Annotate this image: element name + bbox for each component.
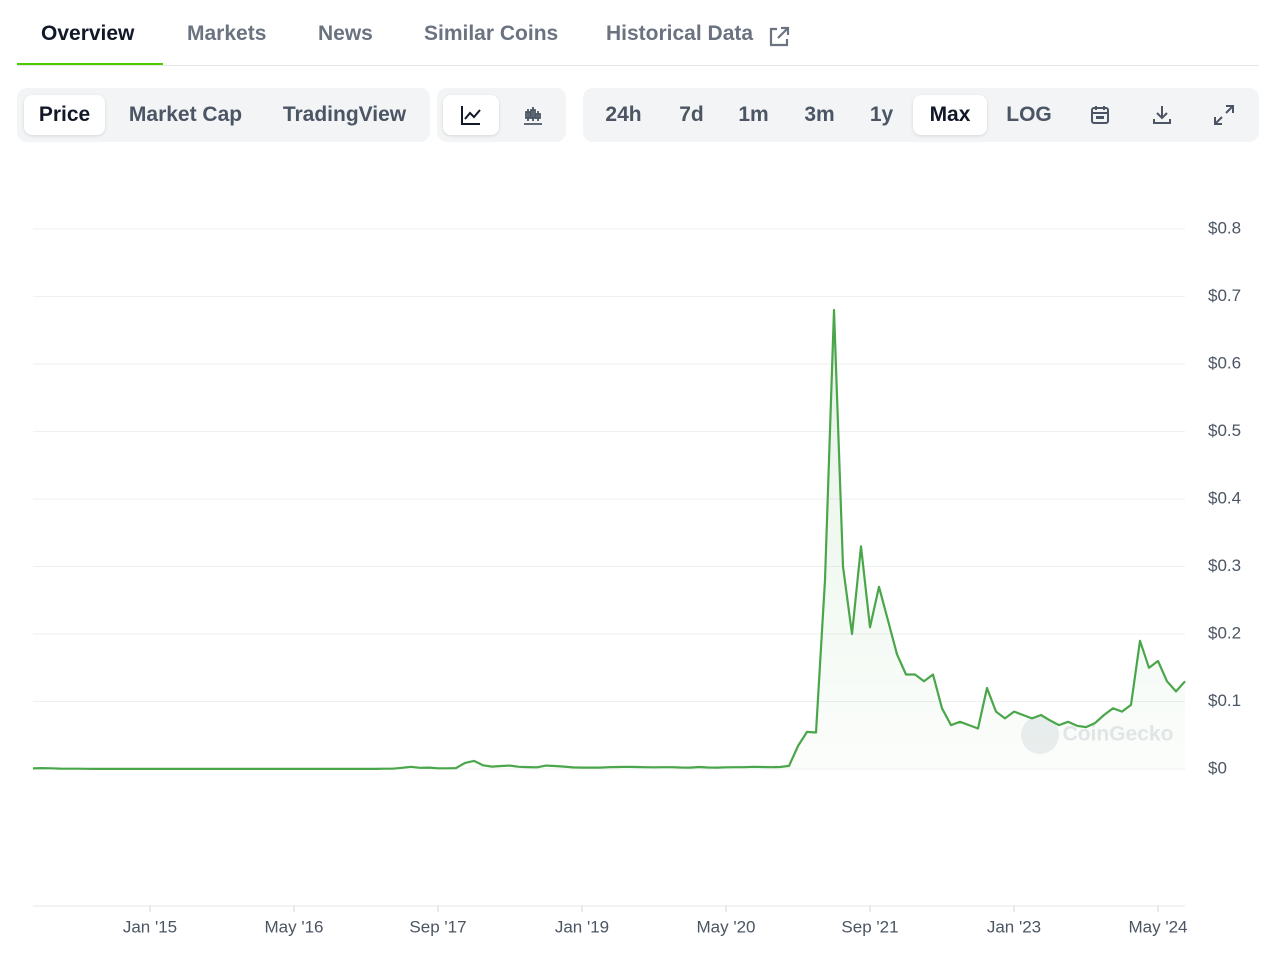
x-tick-label: Jan '15 [123, 917, 177, 936]
range-button[interactable]: 3m [804, 103, 835, 126]
view-button[interactable]: TradingView [282, 103, 407, 126]
view-button[interactable]: Market Cap [128, 103, 243, 126]
candle-icon [524, 107, 542, 125]
y-tick-label: $0.5 [1208, 421, 1241, 440]
x-tick-label: May '20 [697, 917, 756, 936]
line-icon [461, 106, 481, 125]
tab[interactable]: Overview [41, 22, 135, 45]
y-tick-label: $0 [1208, 758, 1227, 777]
range-button[interactable]: 24h [605, 103, 642, 126]
tab[interactable]: Historical Data [606, 22, 754, 45]
download-icon[interactable] [1150, 103, 1174, 127]
y-tick-label: $0.4 [1208, 488, 1241, 507]
y-tick-label: $0.7 [1208, 286, 1241, 305]
range-button[interactable]: Max [913, 95, 987, 135]
x-tick-label: Jan '19 [555, 917, 609, 936]
view-button[interactable]: Price [24, 95, 105, 135]
range-group: 24h 7d 1m 3m 1y Max LOG [583, 88, 1259, 142]
x-tick-label: May '16 [265, 917, 324, 936]
x-tick-label: Jan '23 [987, 917, 1041, 936]
line-chart-button[interactable] [443, 95, 499, 135]
y-tick-label: $0.1 [1208, 691, 1241, 710]
price-area [33, 310, 1185, 769]
range-button[interactable]: 1y [869, 103, 894, 126]
x-tick-label: Sep '21 [841, 917, 898, 936]
x-tick-label: May '24 [1129, 917, 1188, 936]
tab[interactable]: Similar Coins [424, 22, 559, 45]
chart-type-group [437, 88, 566, 142]
price-line [32, 308, 1186, 770]
calendar-icon[interactable] [1088, 103, 1112, 127]
y-tick-label: $0.3 [1208, 556, 1241, 575]
candle-chart-button[interactable] [505, 95, 561, 135]
y-tick-label: $0.6 [1208, 353, 1241, 372]
chart: CoinGecko $0$0.1$0.2$0.3$0.4$0.5$0.6$0.7… [32, 218, 1241, 936]
y-tick-label: $0.2 [1208, 623, 1241, 642]
log-button[interactable]: LOG [1006, 103, 1052, 126]
tab[interactable]: News [318, 22, 373, 45]
view-group: Price Market Cap TradingView [17, 88, 430, 142]
y-tick-label: $0.8 [1208, 218, 1241, 237]
x-tick-label: Sep '17 [409, 917, 466, 936]
range-button[interactable]: 1m [738, 103, 769, 126]
tab[interactable]: Markets [187, 22, 267, 45]
range-button[interactable]: 7d [679, 103, 704, 126]
external-link-icon [769, 26, 790, 47]
active-tab-underline [17, 63, 163, 66]
fullscreen-icon[interactable] [1212, 103, 1236, 127]
tab-divider [17, 65, 1259, 66]
